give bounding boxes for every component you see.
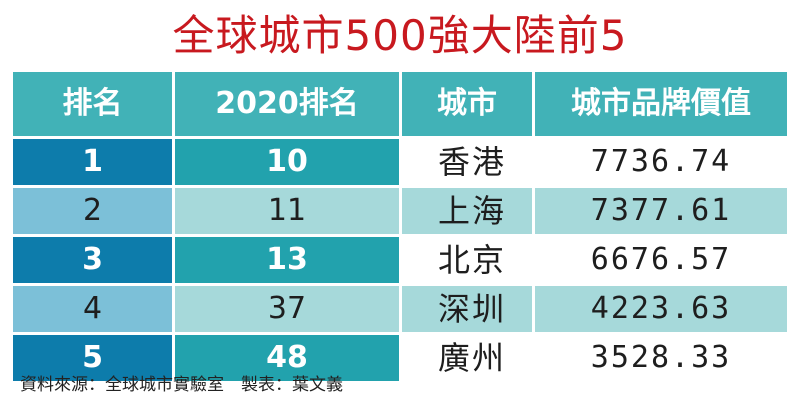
rank-cell: 1: [13, 139, 175, 185]
header-brand-value: 城市品牌價值: [535, 72, 787, 136]
header-city: 城市: [402, 72, 535, 136]
table-row: 3 13 北京 6676.57: [13, 237, 787, 286]
table-row: 4 37 深圳 4223.63: [13, 286, 787, 335]
brand-value-cell: 3528.33: [535, 335, 787, 381]
rank-2020-cell: 11: [175, 188, 402, 234]
city-cell: 北京: [402, 237, 535, 283]
rank-cell: 5: [13, 335, 175, 381]
city-cell: 廣州: [402, 335, 535, 381]
brand-value-cell: 7736.74: [535, 139, 787, 185]
header-rank: 排名: [13, 72, 175, 136]
header-rank-2020: 2020排名: [175, 72, 402, 136]
brand-value-cell: 4223.63: [535, 286, 787, 332]
table-header-row: 排名 2020排名 城市 城市品牌價值: [13, 72, 787, 139]
rank-2020-cell: 13: [175, 237, 402, 283]
rank-cell: 4: [13, 286, 175, 332]
table-row: 5 48 廣州 3528.33: [13, 335, 787, 384]
city-cell: 上海: [402, 188, 535, 234]
table-row: 1 10 香港 7736.74: [13, 139, 787, 188]
rank-2020-cell: 48: [175, 335, 402, 381]
rank-2020-cell: 10: [175, 139, 402, 185]
rank-cell: 2: [13, 188, 175, 234]
brand-value-cell: 7377.61: [535, 188, 787, 234]
rank-2020-cell: 37: [175, 286, 402, 332]
city-cell: 深圳: [402, 286, 535, 332]
page-title: 全球城市500強大陸前5: [172, 11, 628, 60]
source-footer: 資料來源：全球城市實驗室 製表：葉文義: [20, 375, 343, 395]
ranking-table: 排名 2020排名 城市 城市品牌價值 1 10 香港 7736.74 2 11…: [13, 72, 787, 384]
table-row: 2 11 上海 7377.61: [13, 188, 787, 237]
city-cell: 香港: [402, 139, 535, 185]
rank-cell: 3: [13, 237, 175, 283]
brand-value-cell: 6676.57: [535, 237, 787, 283]
